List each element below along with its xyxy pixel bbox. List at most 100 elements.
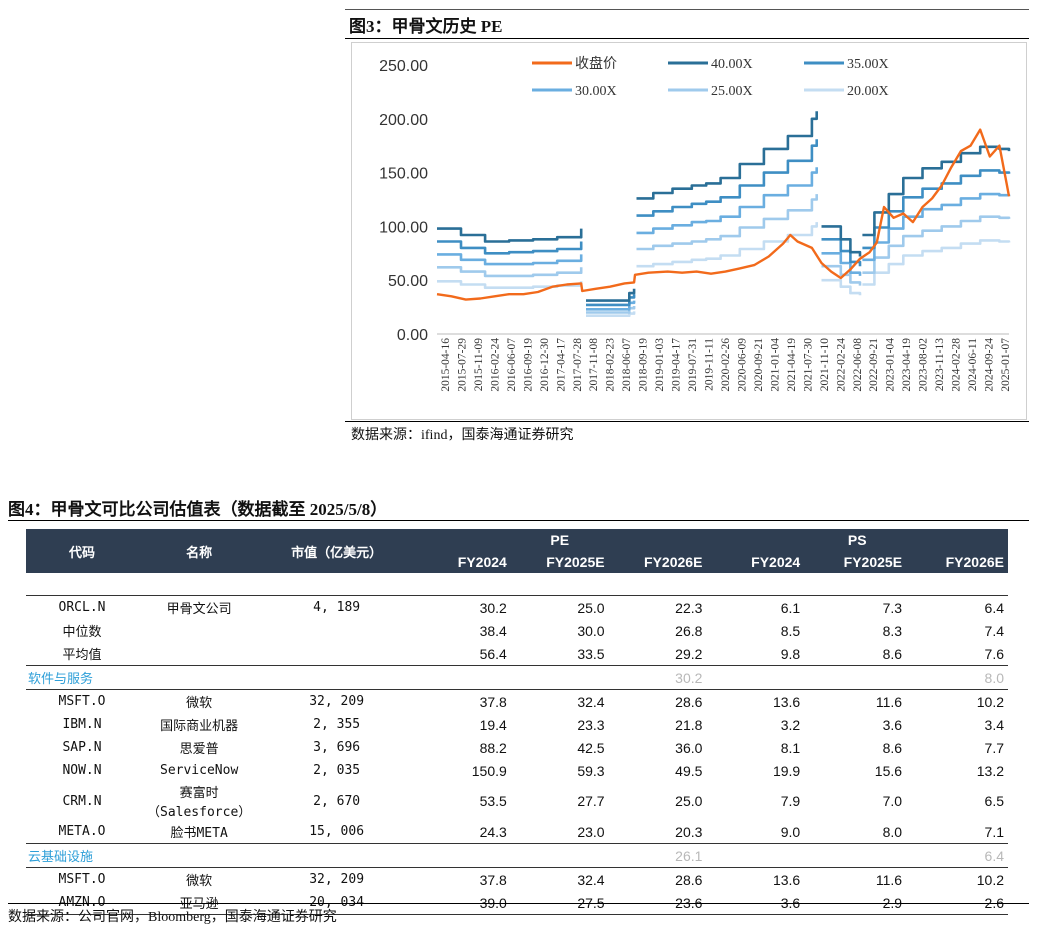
- row-value: 8.0: [882, 823, 903, 840]
- legend-label: 20.00X: [847, 84, 889, 99]
- series-line-1: [437, 227, 583, 243]
- figure3-title: 图3：甲骨文历史 PE: [349, 17, 503, 36]
- table-row: 平均值 56.4 33.5 29.2 9.8 8.6 7.6: [26, 642, 1008, 666]
- series-line-5: [821, 278, 862, 296]
- top-divider: [345, 9, 1029, 10]
- series-line-2: [862, 169, 1011, 250]
- row-code: MSFT.O: [58, 872, 106, 887]
- row-mktcap: 2, 035: [313, 763, 361, 778]
- y-tick-label: 250.00: [379, 58, 428, 75]
- table-row: MSFT.O 微软 32, 209 37.8 32.4 28.6 13.6 11.6 10.2: [26, 868, 1008, 892]
- row-name: 思爱普: [179, 742, 219, 757]
- row-value: 56.4: [479, 645, 507, 662]
- valuation-table: 代码 名称 市值（亿美元） PE PS FY2024 FY2025E FY202…: [26, 529, 1008, 915]
- x-tick-label: 2024-09-24: [984, 338, 996, 392]
- row-value: 21.8: [675, 716, 703, 733]
- x-tick-label: 2023-11-13: [934, 338, 946, 391]
- row-value: 9.0: [780, 823, 801, 840]
- row-mktcap: [260, 619, 413, 642]
- row-value: 10.2: [976, 871, 1004, 888]
- row-value: 88.2: [479, 739, 507, 756]
- header-year: FY2025E: [804, 551, 907, 573]
- row-value: 150.9: [471, 762, 507, 779]
- row-value: 7.0: [882, 793, 903, 809]
- y-tick-label: 100.00: [379, 219, 428, 236]
- x-tick-label: 2021-11-10: [819, 338, 831, 391]
- row-value: 10.2: [976, 693, 1004, 710]
- header-mktcap: 市值（亿美元）: [260, 529, 414, 573]
- section-ps-average: 6.4: [906, 843, 1008, 868]
- x-tick-label: 2023-08-02: [918, 338, 930, 392]
- section-row: 云基础设施 26.1 6.4: [26, 843, 1008, 868]
- table-row: IBM.N 国际商业机器 2, 355 19.4 23.3 21.8 3.2 3.6 3.4: [26, 713, 1008, 736]
- row-value: 49.5: [675, 762, 703, 779]
- row-value: 19.9: [772, 762, 801, 779]
- table-row: SAP.N 思爱普 3, 696 88.2 42.5 36.0 8.1 8.6 7.7: [26, 736, 1008, 759]
- row-code: META.O: [58, 824, 106, 839]
- row-value: 6.5: [984, 793, 1004, 809]
- table-row: MSFT.O 微软 32, 209 37.8 32.4 28.6 13.6 11.6 10.2: [26, 690, 1008, 714]
- y-tick-label: 200.00: [379, 112, 428, 129]
- row-value: 23.3: [577, 716, 605, 733]
- row-value: 29.2: [675, 645, 703, 662]
- section-pe-average: 26.1: [608, 843, 707, 868]
- header-year: FY2026E: [906, 551, 1008, 573]
- header-pe: PE: [413, 529, 707, 551]
- table-row: NOW.N ServiceNow 2, 035 150.9 59.3 49.5 19.9 15…: [26, 759, 1008, 782]
- series-line-4: [636, 194, 818, 251]
- series-line-1: [636, 111, 818, 200]
- x-tick-label: 2021-01-04: [769, 338, 781, 392]
- x-tick-label: 2019-01-03: [654, 338, 666, 392]
- x-tick-label: 2018-02-23: [605, 338, 617, 392]
- section-blank: [510, 665, 609, 690]
- row-name: 甲骨文公司: [138, 595, 261, 619]
- row-value: 28.6: [675, 871, 703, 888]
- row-code: 平均值: [62, 648, 102, 663]
- x-tick-label: 2015-07-29: [456, 338, 468, 392]
- row-value: 23.6: [608, 891, 707, 915]
- row-value: 23.0: [577, 823, 605, 840]
- row-mktcap: 20, 034: [260, 891, 414, 915]
- row-value: 6.1: [706, 595, 805, 619]
- x-tick-label: 2017-04-17: [555, 338, 567, 392]
- header-year: FY2024: [413, 551, 511, 573]
- series-line-3: [636, 167, 818, 235]
- row-code: MSFT.O: [58, 694, 106, 709]
- section-blank: [706, 843, 805, 868]
- row-value: 27.5: [510, 891, 609, 915]
- row-code: ORCL.N: [26, 595, 139, 619]
- series-line-1: [586, 288, 636, 302]
- row-value: 25.0: [510, 595, 609, 619]
- row-value: 27.7: [577, 793, 605, 809]
- x-tick-label: 2015-04-16: [440, 338, 452, 392]
- row-value: 30.2: [413, 595, 511, 619]
- header-ps: PS: [706, 529, 1008, 551]
- section-blank: [413, 843, 511, 868]
- figure4-source: 数据来源：公司官网，Bloomberg，国泰海通证券研究: [8, 910, 337, 925]
- row-value: 28.6: [675, 693, 703, 710]
- series-line-2: [437, 240, 583, 255]
- row-value: 9.8: [780, 645, 801, 662]
- y-tick-label: 50.00: [388, 273, 428, 290]
- legend-label: 收盘价: [575, 55, 617, 72]
- row-value: 32.4: [577, 871, 605, 888]
- table-row: META.O 脸书META 15, 006 24.3 23.0 20.3 9.0 8.0 7.1: [26, 820, 1008, 844]
- row-code: CRM.N: [62, 793, 102, 809]
- y-tick-label: 0.00: [397, 327, 428, 344]
- series-line-0: [436, 128, 1011, 301]
- row-mktcap: [260, 642, 413, 666]
- row-value: 19.4: [479, 716, 507, 733]
- row-name: 赛富时（Salesforce）: [147, 786, 252, 820]
- row-value: 3.4: [984, 716, 1004, 733]
- row-value: 11.6: [875, 871, 903, 888]
- row-value: 32.4: [577, 693, 605, 710]
- row-value: 7.4: [984, 622, 1004, 639]
- x-tick-label: 2023-01-04: [885, 338, 897, 392]
- section-blank: [706, 665, 805, 690]
- row-value: 8.1: [780, 739, 801, 756]
- row-mktcap: 4, 189: [260, 595, 414, 619]
- row-value: 24.3: [479, 823, 507, 840]
- figure3-bottom-rule: [345, 421, 1029, 422]
- row-name: 微软: [186, 874, 213, 889]
- section-blank: [804, 843, 907, 868]
